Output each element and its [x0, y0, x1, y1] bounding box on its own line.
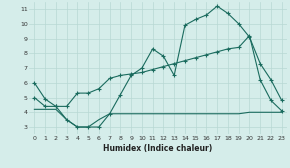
- X-axis label: Humidex (Indice chaleur): Humidex (Indice chaleur): [104, 144, 213, 153]
